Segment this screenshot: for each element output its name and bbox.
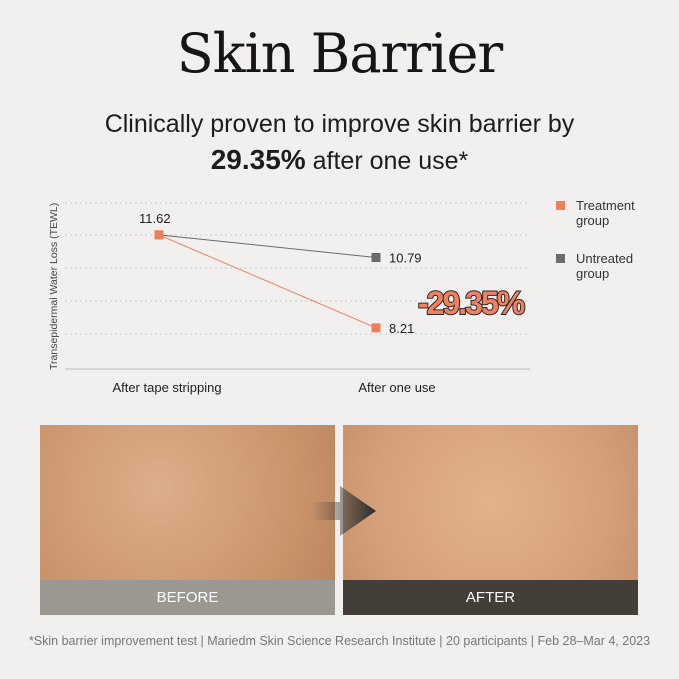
- after-label: AFTER: [343, 580, 638, 615]
- series-line: [158, 234, 377, 259]
- highlight-percent: 29.35%: [210, 144, 306, 175]
- after-photo: [343, 425, 638, 580]
- before-label: BEFORE: [40, 580, 335, 615]
- subtitle-line1: Clinically proven to improve skin barrie…: [104, 110, 575, 138]
- before-photo: [40, 425, 335, 580]
- data-label: 11.62: [139, 211, 171, 226]
- subtitle-rest: after one use*: [305, 147, 469, 175]
- reduction-annotation: -29.35%: [417, 284, 526, 322]
- legend-label: group: [576, 266, 610, 281]
- subtitle-line2: 29.35% after one use*: [0, 142, 679, 179]
- data-point: [371, 323, 381, 333]
- series-line: [158, 234, 377, 329]
- legend-label: Treatment: [576, 198, 635, 213]
- tewl-chart: Transepidermal Water Loss (TEWL) After t…: [48, 202, 530, 395]
- page-title: Skin Barrier: [176, 22, 503, 85]
- subtitle: Clinically proven to improve skin barrie…: [0, 106, 679, 179]
- data-label: 8.21: [389, 321, 414, 336]
- data-point: [371, 253, 381, 263]
- x-tick-label: After one use: [358, 380, 435, 395]
- data-point: [154, 230, 164, 240]
- footnote: *Skin barrier improvement test | Mariedm…: [28, 634, 651, 648]
- legend-swatch: [556, 201, 565, 210]
- x-tick-label: After tape stripping: [112, 380, 221, 395]
- legend-label: Untreated: [576, 251, 634, 266]
- legend-label: group: [576, 213, 610, 228]
- legend-swatch: [556, 254, 565, 263]
- data-label: 10.79: [389, 251, 422, 266]
- y-axis-label: Transepidermal Water Loss (TEWL): [48, 203, 60, 370]
